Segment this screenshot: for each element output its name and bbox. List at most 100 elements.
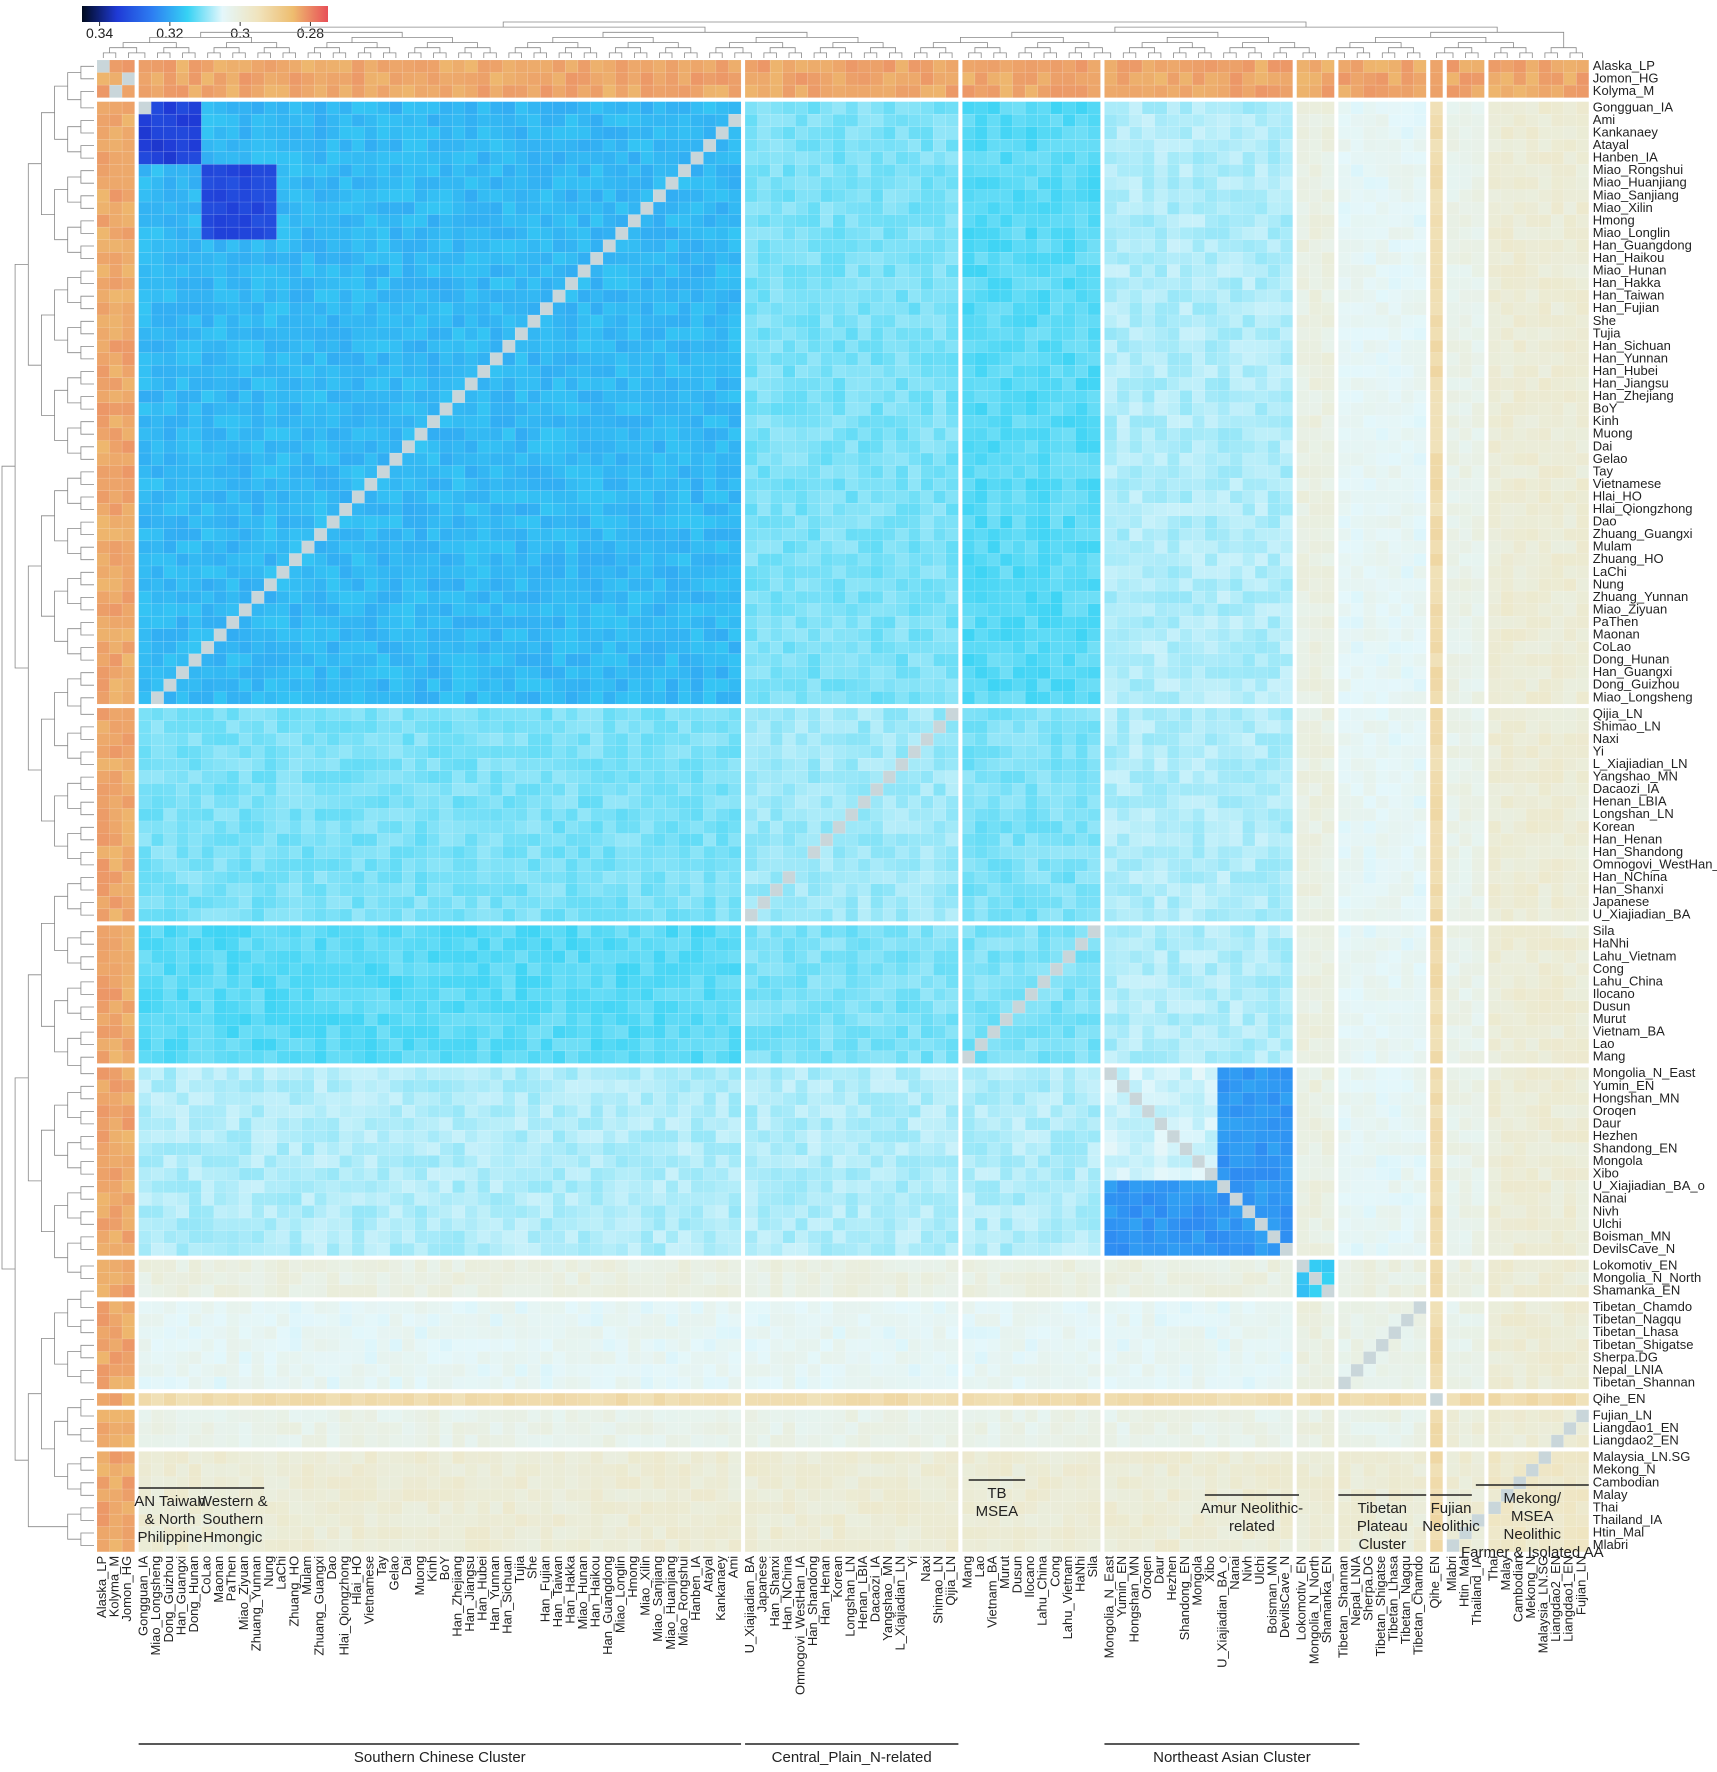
heatmap-cell [1459, 201, 1473, 215]
heatmap-cell [1154, 553, 1168, 567]
heatmap-cell [514, 277, 528, 291]
heatmap-cell [1166, 528, 1180, 542]
heatmap-cell [1116, 239, 1130, 253]
heatmap-cell [1037, 490, 1051, 504]
heatmap-cell [1429, 72, 1443, 86]
heatmap-cell [263, 277, 277, 291]
heatmap-cell [414, 59, 428, 73]
heatmap-cell [109, 277, 123, 291]
heatmap-cell [1192, 415, 1206, 429]
heatmap-cell [590, 226, 604, 240]
heatmap-cell [807, 72, 821, 86]
heatmap-cell [999, 515, 1013, 529]
dendrogram-branch [1500, 47, 1527, 53]
heatmap-cell [999, 139, 1013, 153]
heatmap-cell [1321, 252, 1335, 266]
heatmap-cell [1062, 226, 1076, 240]
heatmap-cell [565, 528, 579, 542]
heatmap-cell [138, 427, 152, 441]
heatmap-cell [1459, 239, 1473, 253]
dendrogram-branch [1349, 42, 1402, 48]
heatmap-cell [1267, 277, 1281, 291]
heatmap-cell [690, 327, 704, 341]
heatmap-cell [1179, 440, 1193, 454]
heatmap-cell [1446, 339, 1460, 353]
heatmap-cell [652, 126, 667, 140]
heatmap-cell [439, 364, 453, 379]
heatmap-cell [640, 477, 654, 491]
heatmap-cell [845, 528, 859, 542]
heatmap-cell [326, 113, 340, 127]
heatmap-cell [1375, 252, 1389, 266]
heatmap-cell [1459, 214, 1473, 228]
heatmap-cell [1104, 364, 1118, 379]
heatmap-cell [1242, 226, 1256, 240]
dendrogram-branch [67, 732, 81, 759]
heatmap-cell [301, 377, 315, 391]
heatmap-cell [1075, 277, 1089, 291]
heatmap-cell [1217, 540, 1231, 554]
heatmap-cell [987, 84, 1001, 98]
heatmap-cell [289, 176, 303, 190]
heatmap-cell [121, 490, 135, 504]
heatmap-cell [1192, 101, 1206, 115]
heatmap-cell [769, 402, 783, 416]
heatmap-cell [627, 503, 641, 517]
heatmap-cell [640, 164, 654, 178]
heatmap-cell [920, 440, 934, 454]
heatmap-cell [870, 452, 884, 466]
heatmap-cell [744, 339, 758, 353]
heatmap-cell [389, 364, 403, 379]
heatmap-cell [201, 314, 215, 328]
heatmap-cell [807, 339, 821, 353]
heatmap-cell [1375, 314, 1389, 328]
heatmap-cell [565, 490, 579, 504]
heatmap-cell [1388, 490, 1402, 504]
heatmap-cell [1321, 139, 1335, 153]
heatmap-cell [1129, 452, 1143, 466]
heatmap-cell [1062, 515, 1076, 529]
heatmap-cell [999, 252, 1013, 266]
heatmap-cell [301, 252, 315, 266]
heatmap-cell [1254, 226, 1268, 240]
heatmap-cell [1087, 327, 1101, 341]
heatmap-cell [728, 565, 742, 579]
heatmap-cell [477, 277, 491, 291]
heatmap-cell [602, 126, 616, 140]
heatmap-cell [870, 553, 884, 567]
heatmap-cell [665, 314, 679, 328]
heatmap-cell [744, 452, 758, 466]
heatmap-cell [962, 402, 976, 416]
heatmap-cell [540, 72, 554, 86]
heatmap-cell [640, 139, 654, 153]
heatmap-cell [1388, 452, 1402, 466]
heatmap-cell [1550, 239, 1564, 253]
heatmap-cell [188, 452, 202, 466]
heatmap-cell [301, 390, 315, 404]
heatmap-cell [1400, 126, 1414, 140]
heatmap-cell [1242, 151, 1256, 165]
heatmap-cell [339, 164, 353, 178]
heatmap-cell [652, 465, 667, 479]
heatmap-cell [795, 427, 809, 441]
heatmap-cell [728, 440, 742, 454]
heatmap-cell [1104, 189, 1118, 203]
heatmap-cell [640, 415, 654, 429]
heatmap-cell [1141, 151, 1155, 165]
heatmap-cell [1024, 314, 1038, 328]
heatmap-cell [1321, 264, 1335, 278]
heatmap-cell [514, 540, 528, 554]
heatmap-cell [1338, 84, 1352, 98]
heatmap-cell [678, 139, 692, 153]
heatmap-cell [987, 239, 1001, 253]
heatmap-cell [464, 415, 478, 429]
heatmap-cell [665, 402, 679, 416]
heatmap-cell [933, 515, 947, 529]
heatmap-cell [176, 452, 190, 466]
heatmap-cell [782, 264, 796, 278]
heatmap-cell [1087, 452, 1101, 466]
heatmap-cell [389, 214, 403, 228]
heatmap-cell [933, 289, 947, 303]
heatmap-cell [276, 515, 290, 529]
heatmap-cell [1296, 113, 1310, 127]
